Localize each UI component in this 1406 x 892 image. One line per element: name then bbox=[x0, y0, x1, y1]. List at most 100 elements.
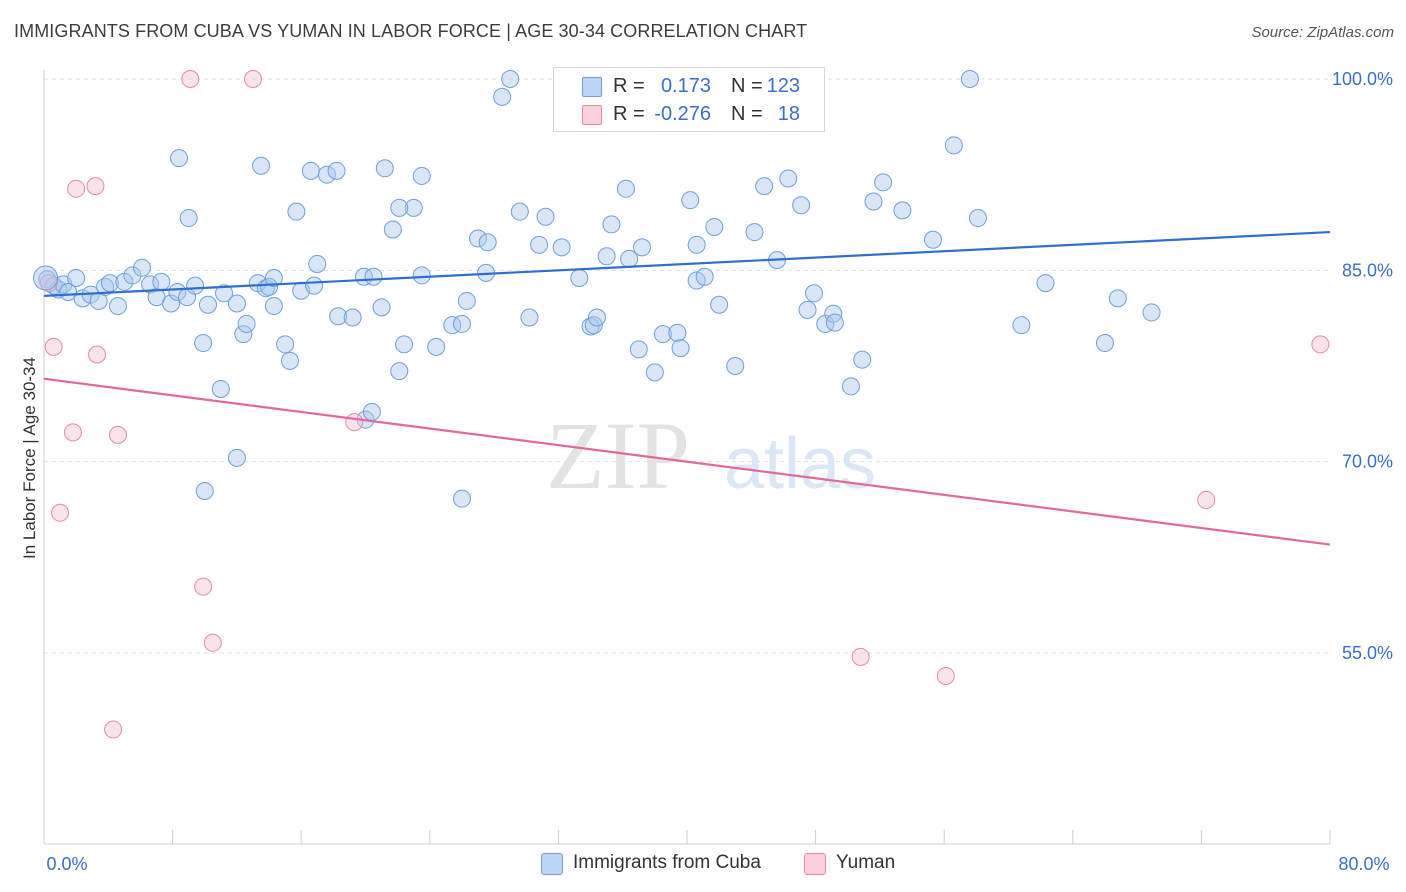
cuba-point bbox=[383, 220, 402, 239]
cuba-point bbox=[944, 136, 963, 155]
cuba-point bbox=[705, 217, 724, 236]
yuman-point bbox=[63, 423, 82, 442]
cuba-point bbox=[779, 169, 798, 188]
cuba-point bbox=[798, 300, 817, 319]
cuba-trend-line bbox=[43, 230, 1331, 297]
watermark-atlas: atlas bbox=[724, 424, 876, 504]
yuman-legend-swatch bbox=[804, 853, 826, 875]
source-label: Source: ZipAtlas.com bbox=[1251, 24, 1394, 41]
cuba-point bbox=[1012, 316, 1031, 335]
legend-label: Immigrants from Cuba bbox=[573, 852, 761, 873]
cuba-point bbox=[427, 337, 446, 356]
yuman-point bbox=[1311, 335, 1330, 354]
cuba-swatch bbox=[582, 77, 602, 97]
cuba-point bbox=[841, 377, 860, 396]
n-value: 123 bbox=[766, 75, 800, 97]
gridlines bbox=[44, 78, 1330, 654]
r-value: 0.173 bbox=[660, 75, 711, 97]
cuba-point bbox=[33, 265, 59, 291]
cuba-point bbox=[108, 297, 127, 316]
cuba-point bbox=[305, 276, 324, 295]
cuba-point bbox=[893, 201, 912, 220]
y-tick-label: 70.0% bbox=[1342, 452, 1393, 472]
y-tick-labels: 55.0% 70.0% 85.0% 100.0% bbox=[1332, 69, 1393, 663]
cuba-point bbox=[501, 70, 520, 88]
cuba-point bbox=[234, 325, 253, 344]
n-label: N = bbox=[731, 103, 763, 125]
cuba-point bbox=[864, 192, 883, 211]
yuman-point bbox=[181, 70, 200, 88]
cuba-point bbox=[452, 489, 471, 508]
cuba-point bbox=[343, 308, 362, 327]
cuba-point bbox=[195, 482, 214, 501]
x-tick-label: 80.0% bbox=[1338, 854, 1389, 874]
cuba-point bbox=[390, 198, 409, 217]
r-label: R = bbox=[613, 103, 645, 125]
cuba-point bbox=[276, 335, 295, 354]
cuba-point bbox=[211, 379, 230, 398]
cuba-point bbox=[152, 272, 171, 291]
yuman-point bbox=[345, 413, 364, 432]
cuba-point bbox=[570, 268, 589, 287]
cuba-point bbox=[710, 295, 729, 314]
cuba-point bbox=[629, 340, 648, 359]
cuba-point bbox=[362, 402, 381, 421]
cuba-point bbox=[67, 268, 86, 287]
cuba-point bbox=[681, 191, 700, 210]
cuba-point bbox=[530, 235, 549, 254]
cuba-point bbox=[874, 173, 893, 192]
y-axis-label: In Labor Force | Age 30-34 bbox=[20, 357, 39, 559]
yuman-point bbox=[1197, 490, 1216, 509]
cuba-point bbox=[161, 294, 180, 313]
cuba-point bbox=[252, 156, 271, 175]
cuba-point bbox=[825, 313, 844, 332]
cuba-point bbox=[616, 179, 635, 198]
trend-lines bbox=[43, 230, 1331, 546]
yuman-point bbox=[51, 503, 70, 522]
y-tick-label: 55.0% bbox=[1342, 643, 1393, 663]
cuba-point bbox=[364, 267, 383, 286]
cuba-point bbox=[824, 304, 843, 323]
cuba-point bbox=[443, 316, 462, 335]
cuba-point bbox=[390, 362, 409, 381]
cuba-point bbox=[493, 87, 512, 106]
cuba-point bbox=[726, 357, 745, 375]
cuba-point bbox=[301, 161, 320, 180]
cuba-point bbox=[469, 229, 488, 248]
stats-row-cuba: R = 0.173 N = 123 bbox=[554, 73, 824, 101]
cuba-point bbox=[133, 258, 152, 277]
series-legend: Immigrants from Cuba Yuman bbox=[0, 852, 1406, 878]
yuman-point bbox=[203, 633, 222, 652]
legend-label: Yuman bbox=[836, 852, 896, 873]
yuman-trend-line bbox=[43, 377, 1331, 546]
cuba-point bbox=[308, 254, 327, 273]
stats-legend: R = 0.173 N = 123 R = -0.276 N = 18 bbox=[553, 67, 825, 132]
cuba-point bbox=[632, 238, 651, 257]
cuba-point bbox=[264, 268, 283, 287]
yuman-point bbox=[108, 425, 127, 444]
stats-row-yuman: R = -0.276 N = 18 bbox=[554, 101, 824, 129]
cuba-point bbox=[520, 308, 539, 327]
cuba-point bbox=[960, 70, 979, 88]
cuba-point bbox=[412, 166, 431, 185]
cuba-point bbox=[671, 339, 690, 358]
cuba-point bbox=[123, 266, 142, 285]
y-tick-label: 85.0% bbox=[1342, 260, 1393, 280]
cuba-point bbox=[478, 233, 497, 252]
watermark-zip: ZIP bbox=[546, 402, 690, 509]
y-tick-label: 100.0% bbox=[1332, 69, 1393, 89]
cuba-point bbox=[687, 235, 706, 254]
cuba-point bbox=[280, 351, 299, 370]
cuba-point bbox=[329, 307, 348, 326]
yuman-swatch bbox=[582, 105, 602, 125]
cuba-point bbox=[179, 209, 198, 228]
data-points bbox=[33, 70, 1330, 739]
chart-title: IMMIGRANTS FROM CUBA VS YUMAN IN LABOR F… bbox=[14, 21, 808, 41]
cuba-point bbox=[1095, 334, 1114, 353]
cuba-point bbox=[792, 196, 811, 215]
cuba-point bbox=[215, 284, 234, 303]
cuba-point bbox=[1142, 303, 1161, 322]
cuba-point bbox=[755, 177, 774, 196]
cuba-point bbox=[168, 283, 187, 302]
cuba-point bbox=[227, 448, 246, 467]
